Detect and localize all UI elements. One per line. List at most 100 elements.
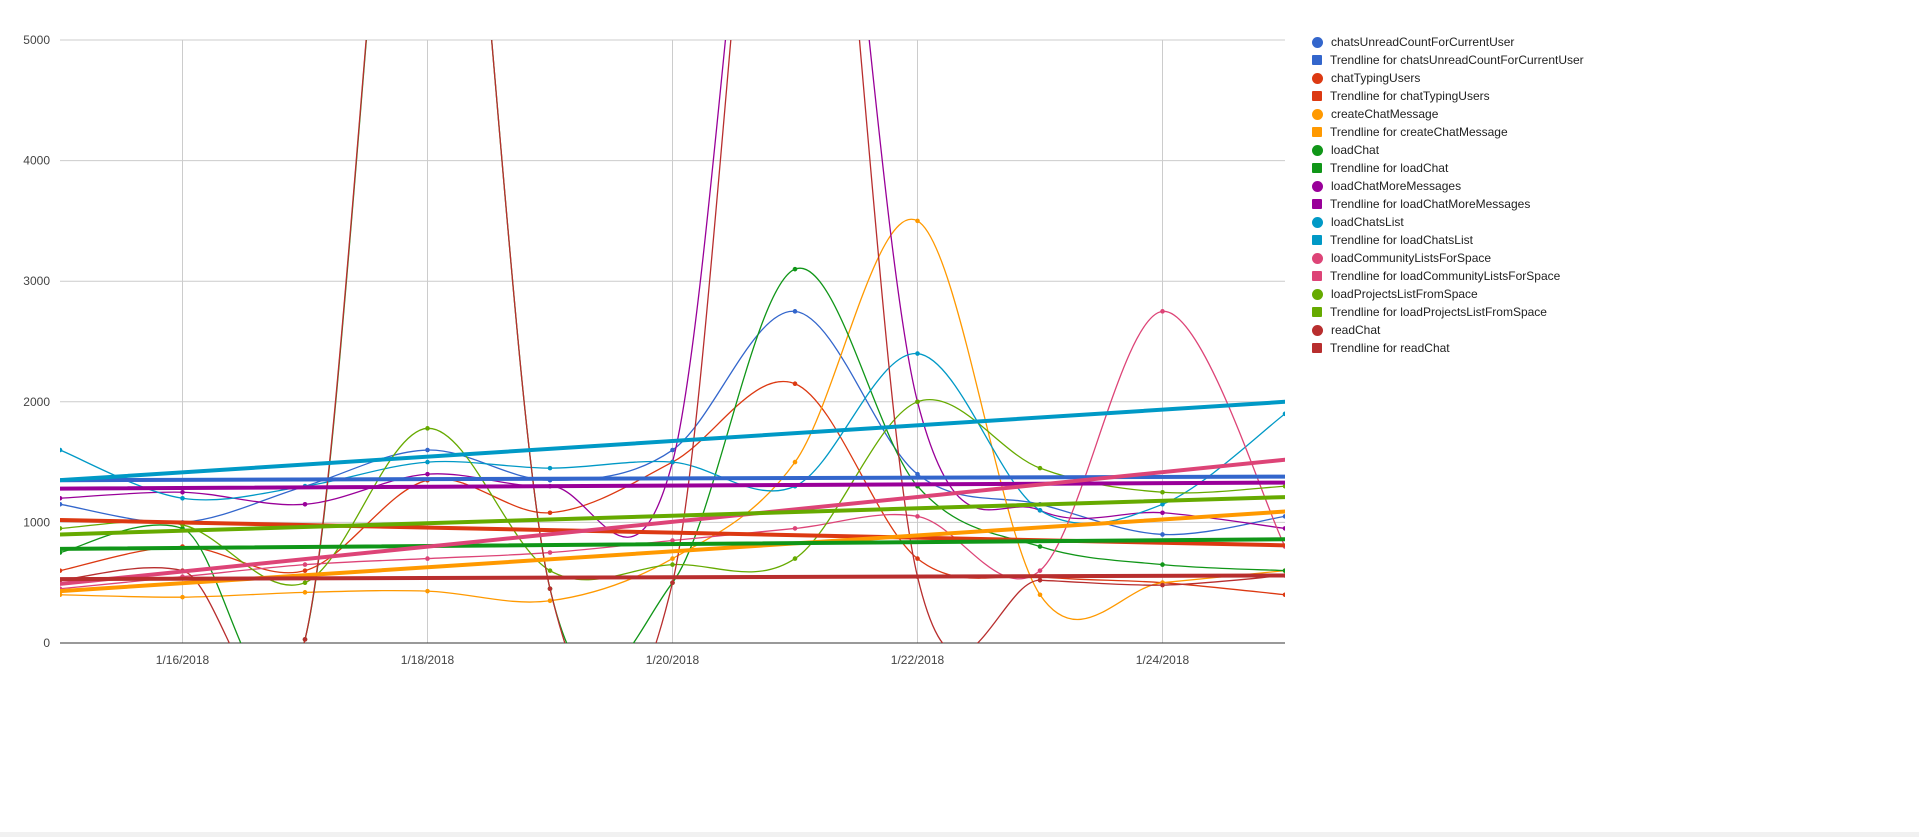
- trendline: [60, 457, 1285, 586]
- trendline: [60, 573, 1285, 582]
- legend-label: Trendline for loadCommunityListsForSpace: [1330, 269, 1561, 283]
- data-point: [302, 590, 308, 595]
- x-tick-label: 1/18/2018: [401, 653, 455, 667]
- line-chart-container: 1/16/2018 1/18/2018 1/20/2018 1/22/2018 1/24…: [23, 33, 1285, 667]
- series-line: [60, 40, 1285, 643]
- data-point: [670, 447, 675, 453]
- legend-item[interactable]: loadProjectsListFromSpace: [1312, 285, 1584, 303]
- legend-item[interactable]: Trendline for loadChatMoreMessages: [1312, 195, 1584, 213]
- legend-label: readChat: [1331, 323, 1381, 337]
- data-point: [1160, 502, 1165, 507]
- data-point: [60, 526, 63, 531]
- series-swatch-icon: [1312, 144, 1323, 156]
- legend-label: loadChatsList: [1331, 215, 1404, 229]
- x-tick-label: 1/22/2018: [891, 653, 945, 667]
- y-tick-label: 3000: [23, 274, 50, 288]
- y-tick-label: 5000: [23, 33, 50, 47]
- trendline: [60, 399, 1285, 483]
- series-line: [60, 399, 1285, 586]
- legend-item[interactable]: Trendline for chatTypingUsers: [1312, 87, 1584, 105]
- series-swatch-icon: [1312, 216, 1323, 228]
- series-line: [60, 218, 1285, 621]
- data-point: [425, 459, 430, 465]
- data-point: [670, 556, 675, 561]
- data-point: [670, 459, 675, 465]
- legend-label: chatTypingUsers: [1331, 71, 1421, 85]
- legend-item[interactable]: Trendline for loadChat: [1312, 159, 1584, 177]
- data-point: [547, 598, 553, 604]
- data-point: [547, 586, 553, 592]
- x-tick-label: 1/16/2018: [156, 653, 210, 667]
- legend-label: createChatMessage: [1331, 107, 1439, 121]
- data-point: [915, 514, 920, 519]
- data-point: [792, 309, 798, 314]
- data-point: [425, 471, 430, 477]
- legend-item[interactable]: chatTypingUsers: [1312, 69, 1584, 87]
- legend-label: Trendline for chatTypingUsers: [1330, 89, 1490, 103]
- series-swatch-icon: [1312, 252, 1323, 264]
- data-point: [425, 556, 430, 561]
- data-point: [670, 562, 675, 567]
- legend-item[interactable]: Trendline for loadCommunityListsForSpace: [1312, 267, 1584, 285]
- line-chart: 1/16/2018 1/18/2018 1/20/2018 1/22/2018 1/24…: [23, 33, 1285, 667]
- trendline-swatch-icon: [1312, 163, 1322, 173]
- data-point: [1037, 592, 1043, 598]
- trendline-swatch-icon: [1312, 343, 1322, 353]
- data-point: [670, 580, 675, 585]
- data-point: [792, 459, 798, 465]
- x-tick-label: 1/20/2018: [646, 653, 700, 667]
- data-point: [425, 426, 430, 431]
- legend-item[interactable]: loadChatMoreMessages: [1312, 177, 1584, 195]
- data-point: [302, 580, 308, 585]
- y-tick-label: 1000: [23, 515, 50, 529]
- legend-item[interactable]: loadChat: [1312, 141, 1584, 159]
- legend-item[interactable]: createChatMessage: [1312, 105, 1584, 123]
- data-point: [1282, 483, 1285, 489]
- legend-label: loadChat: [1331, 143, 1380, 157]
- legend-item[interactable]: Trendline for readChat: [1312, 339, 1584, 357]
- series-line: [60, 310, 1285, 536]
- x-tick-label: 1/24/2018: [1136, 653, 1190, 667]
- data-point: [1037, 508, 1043, 513]
- data-point: [1160, 582, 1165, 588]
- legend-label: Trendline for loadChatsList: [1330, 233, 1473, 247]
- data-point: [1282, 592, 1285, 598]
- legend-item[interactable]: Trendline for chatsUnreadCountForCurrent…: [1312, 51, 1584, 69]
- legend-item[interactable]: chatsUnreadCountForCurrentUser: [1312, 33, 1584, 51]
- legend-item[interactable]: Trendline for loadProjectsListFromSpace: [1312, 303, 1584, 321]
- data-point: [915, 351, 920, 356]
- legend-item[interactable]: loadCommunityListsForSpace: [1312, 249, 1584, 267]
- data-point: [60, 495, 63, 501]
- legend-item[interactable]: loadChatsList: [1312, 213, 1584, 231]
- trendline: [60, 537, 1285, 551]
- trendline: [60, 495, 1285, 537]
- trendline-swatch-icon: [1312, 127, 1322, 137]
- legend-item[interactable]: readChat: [1312, 321, 1584, 339]
- data-point: [915, 218, 920, 224]
- data-point: [1037, 568, 1043, 573]
- legend-label: loadChatMoreMessages: [1331, 179, 1462, 193]
- data-point: [1160, 562, 1165, 567]
- legend-label: loadCommunityListsForSpace: [1331, 251, 1492, 265]
- series-swatch-icon: [1312, 180, 1323, 192]
- data-point: [60, 447, 63, 453]
- page-bottom-edge: [0, 832, 1919, 837]
- legend-item[interactable]: Trendline for loadChatsList: [1312, 231, 1584, 249]
- y-tick-label: 4000: [23, 154, 50, 168]
- legend-label: Trendline for chatsUnreadCountForCurrent…: [1330, 53, 1584, 67]
- trendline-swatch-icon: [1312, 199, 1322, 209]
- data-point: [1160, 510, 1165, 516]
- data-point: [302, 568, 308, 573]
- legend-item[interactable]: Trendline for createChatMessage: [1312, 123, 1584, 141]
- data-point: [547, 568, 553, 573]
- legend-label: chatsUnreadCountForCurrentUser: [1331, 35, 1515, 49]
- data-point: [425, 588, 430, 594]
- data-point: [1282, 514, 1285, 519]
- trendline-swatch-icon: [1312, 235, 1322, 245]
- y-tick-label: 2000: [23, 395, 50, 409]
- data-point: [60, 568, 63, 573]
- trendline-swatch-icon: [1312, 91, 1322, 101]
- chart-legend: chatsUnreadCountForCurrentUser Trendline …: [1312, 33, 1584, 357]
- data-point: [547, 510, 553, 516]
- data-point: [180, 495, 185, 501]
